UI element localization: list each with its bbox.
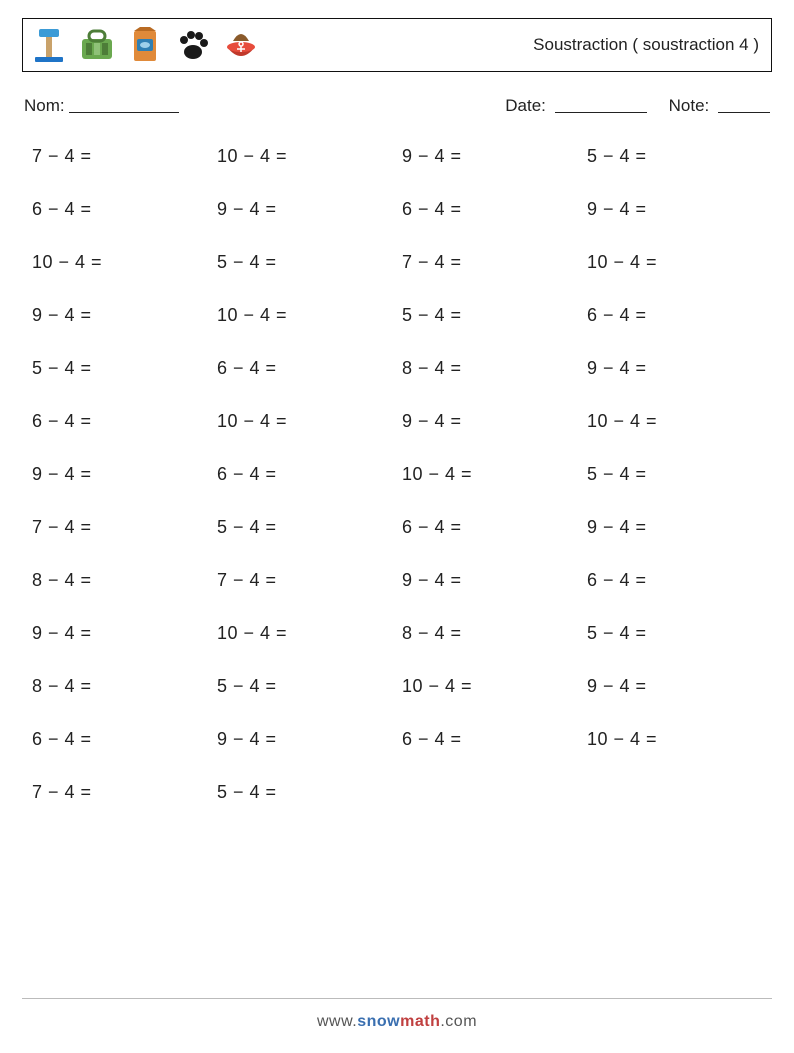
problem-cell: 8 − 4 = xyxy=(32,570,217,591)
footer-prefix: www. xyxy=(317,1013,357,1030)
date-blank[interactable] xyxy=(555,96,647,113)
date-label: Date: xyxy=(505,96,546,115)
problem-cell: 9 − 4 = xyxy=(217,729,402,750)
problem-cell: 6 − 4 = xyxy=(402,517,587,538)
problem-cell: 5 − 4 = xyxy=(587,146,772,167)
problem-cell: 10 − 4 = xyxy=(587,729,772,750)
footer-snow: snow xyxy=(357,1013,400,1030)
problem-cell: 9 − 4 = xyxy=(402,146,587,167)
problem-cell: 9 − 4 = xyxy=(587,358,772,379)
problem-cell: 5 − 4 = xyxy=(587,623,772,644)
problem-cell: 8 − 4 = xyxy=(402,358,587,379)
problem-cell: 7 − 4 = xyxy=(32,517,217,538)
problem-cell: 10 − 4 = xyxy=(217,411,402,432)
problem-cell: 8 − 4 = xyxy=(402,623,587,644)
problem-cell: 6 − 4 = xyxy=(217,464,402,485)
pet-carrier-icon xyxy=(77,25,117,65)
score-label: Note: xyxy=(669,96,710,115)
problem-cell: 9 − 4 = xyxy=(587,517,772,538)
problem-cell: 5 − 4 = xyxy=(402,305,587,326)
problem-cell: 6 − 4 = xyxy=(587,570,772,591)
problem-cell: 9 − 4 = xyxy=(587,676,772,697)
problem-cell: 10 − 4 = xyxy=(217,146,402,167)
problem-cell: 10 − 4 = xyxy=(587,411,772,432)
problem-cell: 7 − 4 = xyxy=(32,782,217,803)
score-blank[interactable] xyxy=(718,96,770,113)
problem-cell: 10 − 4 = xyxy=(402,676,587,697)
problem-cell: 6 − 4 = xyxy=(32,411,217,432)
problem-cell xyxy=(402,782,587,803)
problem-cell: 5 − 4 = xyxy=(32,358,217,379)
pet-stand-icon xyxy=(29,25,69,65)
problem-cell: 5 − 4 = xyxy=(217,676,402,697)
problem-cell: 5 − 4 = xyxy=(217,252,402,273)
problem-cell: 5 − 4 = xyxy=(217,517,402,538)
problem-cell: 9 − 4 = xyxy=(32,464,217,485)
name-blank[interactable] xyxy=(69,96,179,113)
problem-cell xyxy=(587,782,772,803)
problem-cell: 5 − 4 = xyxy=(217,782,402,803)
problem-cell: 7 − 4 = xyxy=(217,570,402,591)
footer-math: math xyxy=(400,1013,440,1030)
problem-cell: 8 − 4 = xyxy=(32,676,217,697)
problem-cell: 7 − 4 = xyxy=(402,252,587,273)
problem-cell: 7 − 4 = xyxy=(32,146,217,167)
paw-icon xyxy=(173,25,213,65)
problem-cell: 6 − 4 = xyxy=(32,199,217,220)
worksheet-title: Soustraction ( soustraction 4 ) xyxy=(533,35,763,55)
problem-cell: 9 − 4 = xyxy=(587,199,772,220)
problem-cell: 10 − 4 = xyxy=(402,464,587,485)
problem-cell: 9 − 4 = xyxy=(217,199,402,220)
problem-cell: 10 − 4 = xyxy=(587,252,772,273)
food-bowl-icon xyxy=(221,25,261,65)
problem-cell: 9 − 4 = xyxy=(402,570,587,591)
problem-cell: 6 − 4 = xyxy=(402,729,587,750)
problem-cell: 5 − 4 = xyxy=(587,464,772,485)
problem-cell: 6 − 4 = xyxy=(587,305,772,326)
problem-cell: 10 − 4 = xyxy=(32,252,217,273)
problem-cell: 6 − 4 = xyxy=(217,358,402,379)
pet-food-bag-icon xyxy=(125,25,165,65)
footer-rule xyxy=(22,998,772,999)
name-label: Nom: xyxy=(24,96,65,116)
header-box: Soustraction ( soustraction 4 ) xyxy=(22,18,772,72)
fields-row: Nom: Date: Note: xyxy=(24,94,770,116)
problem-cell: 9 − 4 = xyxy=(402,411,587,432)
footer-suffix: .com xyxy=(440,1013,477,1030)
problem-cell: 9 − 4 = xyxy=(32,623,217,644)
header-icons xyxy=(29,25,261,65)
problem-cell: 10 − 4 = xyxy=(217,623,402,644)
problem-cell: 6 − 4 = xyxy=(32,729,217,750)
problems-grid: 7 − 4 =10 − 4 =9 − 4 =5 − 4 =6 − 4 =9 − … xyxy=(22,146,772,803)
problem-cell: 10 − 4 = xyxy=(217,305,402,326)
footer: www.snowmath.com xyxy=(0,1013,794,1031)
problem-cell: 9 − 4 = xyxy=(32,305,217,326)
problem-cell: 6 − 4 = xyxy=(402,199,587,220)
